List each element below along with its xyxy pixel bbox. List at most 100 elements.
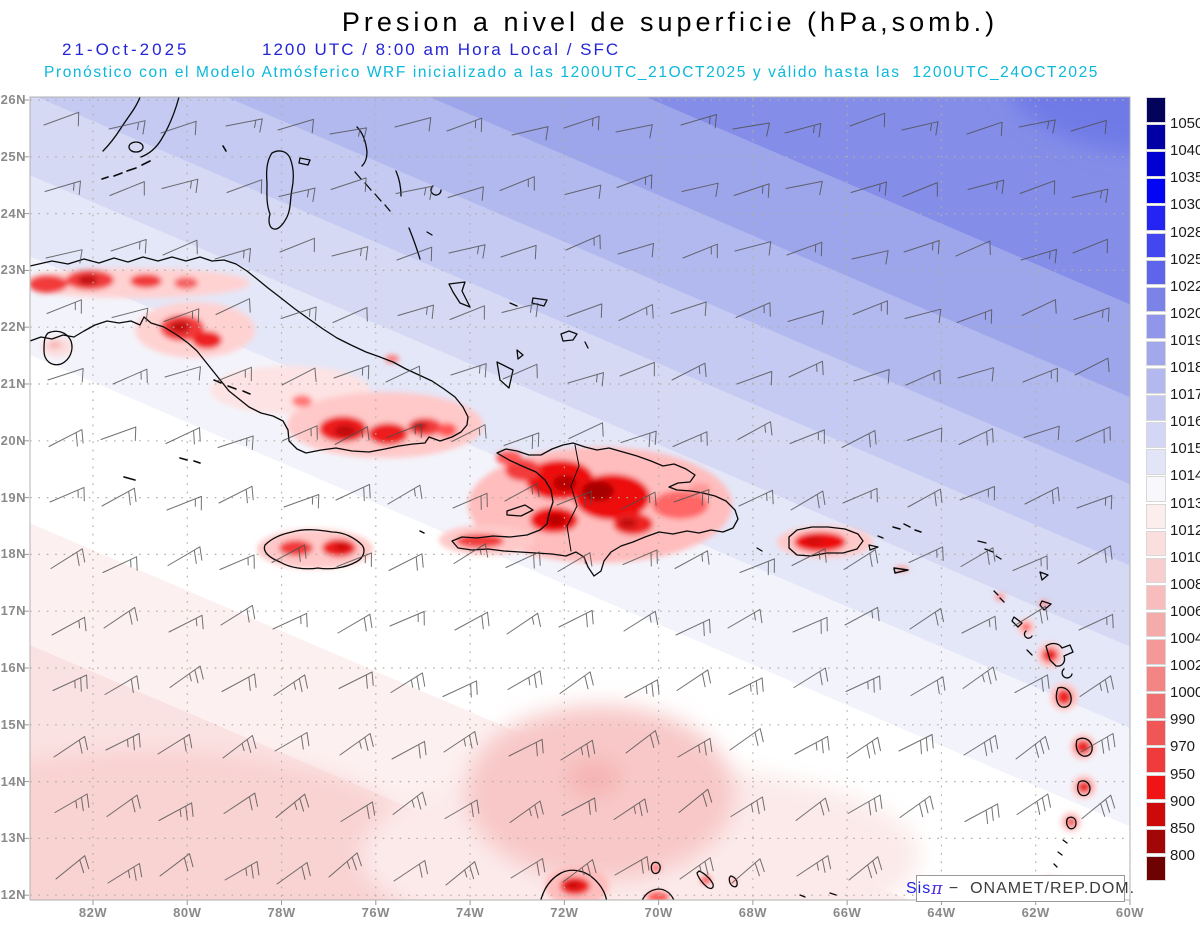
wind-barb-icon <box>335 483 371 502</box>
colorbar-cell <box>1146 693 1166 719</box>
wind-barb-icon <box>786 241 823 257</box>
colorbar-label: 1012 <box>1170 521 1200 539</box>
wind-barb-icon <box>847 794 883 816</box>
wind-barb-icon <box>561 797 597 816</box>
wind-barb-icon <box>159 853 194 877</box>
wind-barb-icon <box>329 127 367 142</box>
wind-barb-icon <box>790 490 826 511</box>
wind-barb-icon <box>448 244 486 259</box>
map-frame <box>29 96 1131 901</box>
wind-barb-icon <box>613 798 648 820</box>
attribution-box: Sis π − ONAMET/REP.DOM. <box>906 875 1134 902</box>
colorbar-label: 1002 <box>1170 657 1200 675</box>
forecast-note: Pronóstico con el Modelo Atmósferico WRF… <box>44 64 1100 81</box>
colorbar-cell <box>1146 205 1166 231</box>
wind-barb-icon <box>282 425 318 441</box>
wind-barb-icon <box>1013 605 1049 627</box>
coast-hispaniola <box>451 442 739 577</box>
lon-axis-label: 68W <box>738 905 767 920</box>
lon-axis-label: 60W <box>1115 905 1145 920</box>
wind-barb-icon <box>556 490 592 508</box>
lat-axis-label: 23N <box>0 262 26 278</box>
wind-barb-icon <box>281 367 317 386</box>
wind-barb-icon <box>225 118 263 133</box>
colorbar-label: 850 <box>1170 819 1196 837</box>
wind-barb-icon <box>386 423 422 438</box>
wind-barb-icon <box>1079 675 1114 697</box>
wind-barb-icon <box>501 302 539 318</box>
wind-barb-icon <box>283 494 320 509</box>
lon-axis-label: 82W <box>78 905 108 920</box>
wind-barb-icon <box>508 738 544 757</box>
wind-barb-icon <box>727 608 763 629</box>
wind-barb-icon <box>793 667 829 688</box>
wind-barb-icon <box>506 612 541 635</box>
wind-barb-icon <box>791 548 827 566</box>
coast-florida <box>102 97 180 158</box>
wind-barb-icon <box>673 489 710 506</box>
wind-barb-icon <box>219 554 255 570</box>
wind-barb-icon <box>43 111 80 127</box>
wind-barb-icon <box>222 735 257 759</box>
wind-barb-icon <box>906 427 943 442</box>
brand-sis: Sis <box>905 879 932 897</box>
coast-gonave <box>506 504 534 517</box>
wind-barb-icon <box>620 430 657 448</box>
wind-barb-icon <box>273 674 308 696</box>
wind-barb-icon <box>614 856 650 876</box>
colorbar-label: 1030 <box>1170 196 1200 214</box>
wind-barb-icon <box>336 552 372 567</box>
wind-barb-icon <box>272 612 308 630</box>
colorbar-cell <box>1146 476 1166 502</box>
coast-caymans <box>123 457 201 481</box>
wind-barb-icon <box>215 298 251 315</box>
colorbar-cell <box>1146 313 1166 340</box>
lon-axis-label: 62W <box>1021 905 1050 920</box>
colorbar <box>1146 97 1167 884</box>
wind-barb-icon <box>623 610 659 632</box>
wind-barb-icon <box>619 361 655 377</box>
wind-barb-icon <box>102 556 138 573</box>
colorbar-cell <box>1146 422 1166 448</box>
wind-barb-icon <box>392 791 427 815</box>
wind-barb-icon <box>275 793 310 818</box>
wind-barb-icon <box>1071 188 1109 203</box>
wind-barb-icon <box>731 858 765 884</box>
wind-barb-icon <box>901 121 939 136</box>
wind-barb-icon <box>559 671 594 694</box>
wind-barb-icon <box>1073 307 1110 322</box>
wind-barb-icon <box>446 117 483 133</box>
colorbar-cell <box>1146 232 1166 259</box>
lat-axis-label: 20N <box>0 432 26 448</box>
wind-barb-icon <box>387 484 423 505</box>
wind-barb-icon <box>220 604 256 626</box>
wind-barb-icon <box>621 491 657 510</box>
wind-barb-icon <box>670 301 707 316</box>
wind-barb-icon <box>904 308 942 324</box>
date-label: 21-Oct-2025 <box>62 40 190 59</box>
wind-barb-icon <box>966 121 1003 137</box>
wind-barb-icon <box>616 174 653 189</box>
wind-barb-icon <box>796 855 832 877</box>
wind-barb-icon <box>53 735 88 758</box>
wind-barb-icon <box>221 673 257 692</box>
wind-barb-icon <box>503 432 540 450</box>
coast-virgin-islands <box>892 523 922 574</box>
wind-barb-icon <box>442 680 478 698</box>
lat-axis-label: 17N <box>0 603 26 619</box>
wind-barb-icon <box>566 303 603 318</box>
wind-barb-icon <box>787 310 824 325</box>
lat-axis-label: 22N <box>0 319 26 335</box>
colorbar-label: 1013 <box>1170 494 1200 512</box>
page-title: Presion a nivel de superficie (hPa,somb.… <box>341 7 999 37</box>
colorbar-cell <box>1146 666 1166 692</box>
wind-barb-icon <box>502 363 538 380</box>
wind-barb-icon <box>168 614 204 633</box>
wind-barb-icon <box>280 306 317 321</box>
colorbar-label: 1008 <box>1170 575 1200 593</box>
wind-barb-icon <box>450 363 487 378</box>
colorbar-cell <box>1146 503 1166 530</box>
wind-barb-icon <box>47 368 84 383</box>
wind-barb-icon <box>681 182 719 198</box>
